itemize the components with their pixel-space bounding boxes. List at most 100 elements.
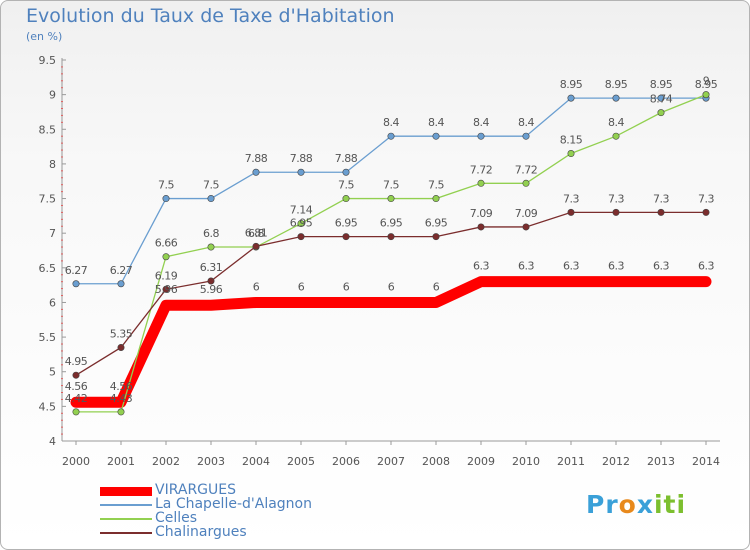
data-label-celles: 7.14 xyxy=(290,203,313,216)
y-minor-tick xyxy=(61,246,63,248)
data-label-virargues: 6 xyxy=(298,280,305,293)
y-minor-tick xyxy=(61,135,63,137)
y-minor-tick xyxy=(61,378,63,380)
data-label-chalinargues: 7.3 xyxy=(698,192,714,205)
data-point-chalinargues xyxy=(252,242,260,250)
data-point-celles xyxy=(342,195,350,203)
data-point-la-chapelle xyxy=(162,195,170,203)
y-minor-tick xyxy=(61,329,63,331)
data-label-la-chapelle: 8.4 xyxy=(518,116,534,129)
legend-swatch-la-chapelle xyxy=(100,504,152,506)
y-minor-tick xyxy=(61,281,63,283)
y-tick-label: 6.5 xyxy=(39,262,57,275)
data-point-la-chapelle xyxy=(117,280,125,288)
y-minor-tick xyxy=(61,350,63,352)
data-point-la-chapelle xyxy=(612,94,620,102)
x-tick-label: 2011 xyxy=(557,455,585,468)
data-label-la-chapelle: 7.5 xyxy=(158,179,174,192)
x-tick-label: 2006 xyxy=(332,455,360,468)
data-label-la-chapelle: 8.4 xyxy=(473,116,489,129)
proxiti-logo: Proxiti xyxy=(586,490,687,519)
data-label-celles: 6.66 xyxy=(155,237,178,250)
data-point-chalinargues xyxy=(162,285,170,293)
legend-label-celles: Celles xyxy=(155,510,198,526)
data-point-la-chapelle xyxy=(477,132,485,140)
x-tick-label: 2009 xyxy=(467,455,495,468)
data-label-la-chapelle: 7.88 xyxy=(245,152,268,165)
data-label-chalinargues: 7.3 xyxy=(563,192,579,205)
data-label-virargues: 4.56 xyxy=(110,380,133,393)
data-label-la-chapelle: 7.88 xyxy=(335,152,358,165)
y-minor-tick xyxy=(61,260,63,262)
y-tick-label: 7.5 xyxy=(39,193,57,206)
y-tick-label: 8.5 xyxy=(39,123,57,136)
data-label-virargues: 6.3 xyxy=(518,260,534,273)
y-minor-tick xyxy=(61,114,63,116)
y-minor-tick xyxy=(61,295,63,297)
data-point-la-chapelle xyxy=(432,132,440,140)
y-minor-tick xyxy=(61,392,63,394)
data-point-la-chapelle xyxy=(72,280,80,288)
y-minor-tick xyxy=(61,343,63,345)
data-label-virargues: 6.3 xyxy=(563,260,579,273)
data-label-chalinargues: 4.95 xyxy=(65,355,88,368)
data-label-chalinargues: 7.3 xyxy=(653,192,669,205)
data-point-celles xyxy=(657,109,665,117)
y-tick-label: 5 xyxy=(49,366,56,379)
y-tick-label: 6 xyxy=(49,296,56,309)
y-minor-tick xyxy=(61,121,63,123)
data-label-chalinargues: 7.09 xyxy=(470,207,493,220)
data-point-celles xyxy=(522,179,530,187)
y-minor-tick xyxy=(61,87,63,89)
data-point-celles xyxy=(567,150,575,158)
data-label-celles: 8.15 xyxy=(560,134,583,147)
data-label-virargues: 6 xyxy=(343,280,350,293)
y-minor-tick xyxy=(61,239,63,241)
y-minor-tick xyxy=(61,364,63,366)
data-point-la-chapelle xyxy=(252,168,260,176)
data-label-celles: 7.5 xyxy=(338,179,354,192)
data-label-chalinargues: 6.81 xyxy=(245,226,268,239)
data-label-virargues: 6.3 xyxy=(653,260,669,273)
data-label-virargues: 6 xyxy=(253,280,260,293)
data-label-celles: 6.8 xyxy=(248,227,264,240)
data-point-celles xyxy=(162,253,170,261)
data-point-celles xyxy=(432,195,440,203)
data-point-celles xyxy=(477,179,485,187)
data-point-chalinargues xyxy=(477,223,485,231)
data-point-celles xyxy=(297,219,305,227)
legend-swatch-virargues xyxy=(100,487,152,496)
data-point-celles xyxy=(702,91,710,99)
data-label-celles: 7.72 xyxy=(515,163,538,176)
y-minor-tick xyxy=(61,385,63,387)
data-point-la-chapelle xyxy=(207,195,215,203)
data-label-celles: 7.5 xyxy=(428,179,444,192)
x-tick-label: 2000 xyxy=(62,455,90,468)
x-tick-label: 2001 xyxy=(107,455,135,468)
y-tick-label: 5.5 xyxy=(39,331,57,344)
data-point-la-chapelle xyxy=(342,168,350,176)
data-label-virargues: 6.3 xyxy=(473,260,489,273)
legend-label-chalinargues: Chalinargues xyxy=(155,524,247,540)
x-tick-label: 2010 xyxy=(512,455,540,468)
y-minor-tick xyxy=(61,419,63,421)
data-point-chalinargues xyxy=(72,371,80,379)
data-label-chalinargues: 7.09 xyxy=(515,207,538,220)
data-label-virargues: 6 xyxy=(388,280,395,293)
data-label-chalinargues: 7.3 xyxy=(608,192,624,205)
y-minor-tick xyxy=(61,398,63,400)
data-label-chalinargues: 6.31 xyxy=(200,261,223,274)
y-minor-tick xyxy=(61,288,63,290)
data-label-la-chapelle: 6.27 xyxy=(110,264,133,277)
y-minor-tick xyxy=(61,170,63,172)
x-tick-label: 2008 xyxy=(422,455,450,468)
data-label-chalinargues: 6.95 xyxy=(290,217,313,230)
data-point-celles xyxy=(612,132,620,140)
y-minor-tick xyxy=(61,191,63,193)
legend-label-virargues: VIRARGUES xyxy=(155,482,236,498)
y-minor-tick xyxy=(61,107,63,109)
legend-label-la-chapelle: La Chapelle-d'Alagnon xyxy=(155,496,312,512)
data-point-la-chapelle xyxy=(387,132,395,140)
data-label-chalinargues: 5.35 xyxy=(110,327,133,340)
y-tick-label: 9 xyxy=(49,89,56,102)
